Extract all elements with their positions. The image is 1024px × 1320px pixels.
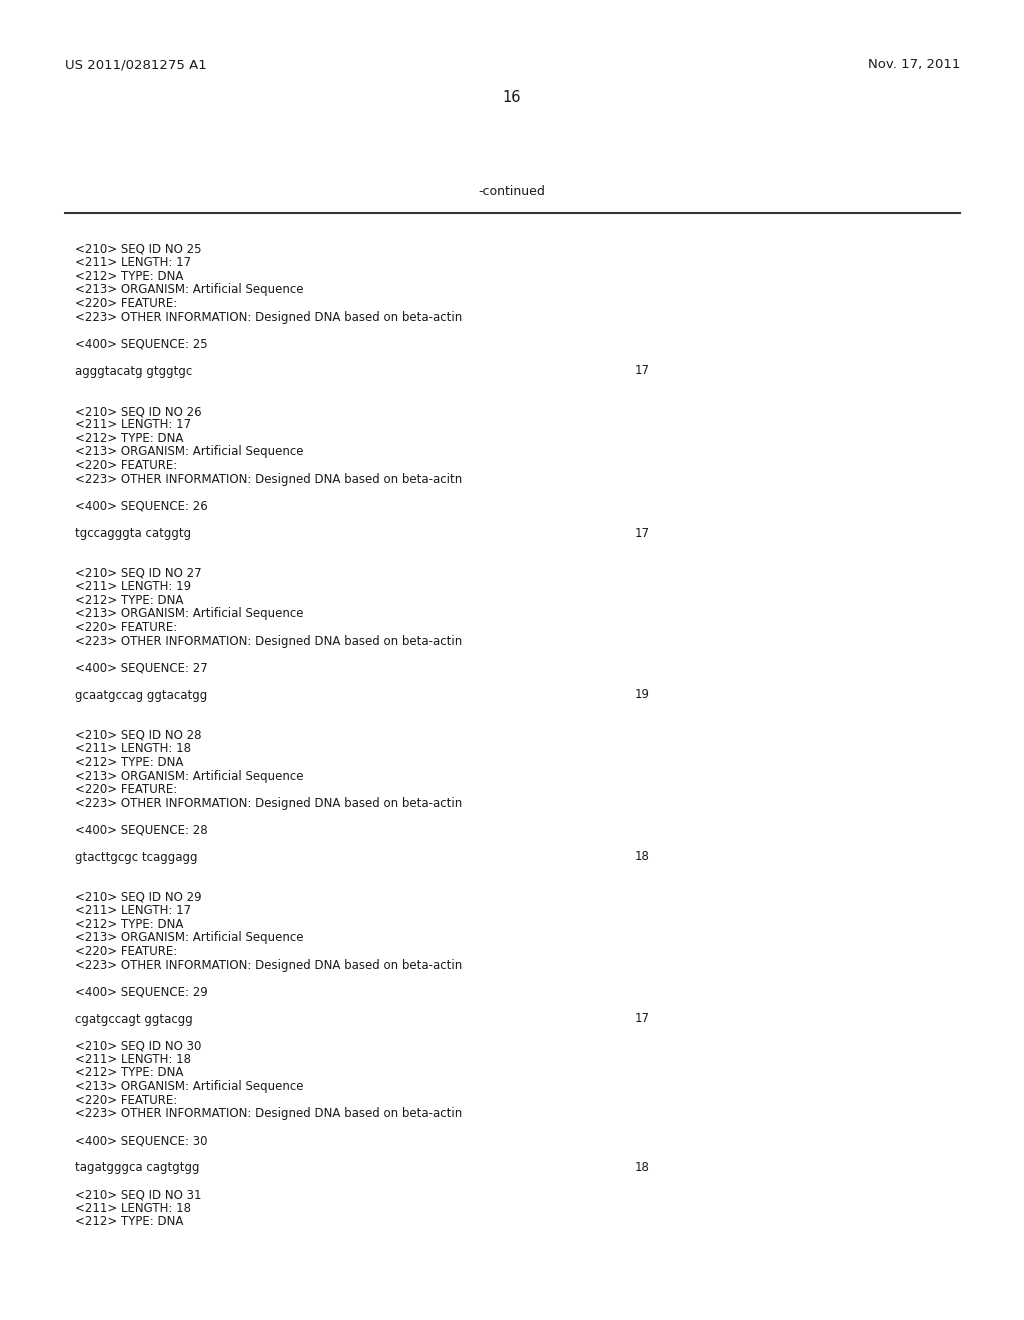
Text: 17: 17	[635, 527, 650, 540]
Text: <212> TYPE: DNA: <212> TYPE: DNA	[75, 1067, 183, 1080]
Text: gtacttgcgc tcaggagg: gtacttgcgc tcaggagg	[75, 850, 198, 863]
Text: <220> FEATURE:: <220> FEATURE:	[75, 459, 177, 473]
Text: <213> ORGANISM: Artificial Sequence: <213> ORGANISM: Artificial Sequence	[75, 607, 303, 620]
Text: agggtacatg gtggtgc: agggtacatg gtggtgc	[75, 364, 193, 378]
Text: <211> LENGTH: 18: <211> LENGTH: 18	[75, 1053, 191, 1067]
Text: 17: 17	[635, 1012, 650, 1026]
Text: <210> SEQ ID NO 27: <210> SEQ ID NO 27	[75, 568, 202, 579]
Text: US 2011/0281275 A1: US 2011/0281275 A1	[65, 58, 207, 71]
Text: <400> SEQUENCE: 26: <400> SEQUENCE: 26	[75, 499, 208, 512]
Text: <212> TYPE: DNA: <212> TYPE: DNA	[75, 271, 183, 282]
Text: <210> SEQ ID NO 26: <210> SEQ ID NO 26	[75, 405, 202, 418]
Text: <210> SEQ ID NO 29: <210> SEQ ID NO 29	[75, 891, 202, 904]
Text: <211> LENGTH: 18: <211> LENGTH: 18	[75, 1201, 191, 1214]
Text: <220> FEATURE:: <220> FEATURE:	[75, 620, 177, 634]
Text: <211> LENGTH: 19: <211> LENGTH: 19	[75, 581, 191, 594]
Text: <400> SEQUENCE: 30: <400> SEQUENCE: 30	[75, 1134, 208, 1147]
Text: <400> SEQUENCE: 25: <400> SEQUENCE: 25	[75, 338, 208, 351]
Text: -continued: -continued	[478, 185, 546, 198]
Text: <213> ORGANISM: Artificial Sequence: <213> ORGANISM: Artificial Sequence	[75, 932, 303, 945]
Text: <211> LENGTH: 17: <211> LENGTH: 17	[75, 256, 191, 269]
Text: <400> SEQUENCE: 29: <400> SEQUENCE: 29	[75, 986, 208, 998]
Text: 18: 18	[635, 850, 650, 863]
Text: <210> SEQ ID NO 30: <210> SEQ ID NO 30	[75, 1040, 202, 1052]
Text: <223> OTHER INFORMATION: Designed DNA based on beta-actin: <223> OTHER INFORMATION: Designed DNA ba…	[75, 796, 462, 809]
Text: <212> TYPE: DNA: <212> TYPE: DNA	[75, 432, 183, 445]
Text: <210> SEQ ID NO 25: <210> SEQ ID NO 25	[75, 243, 202, 256]
Text: <220> FEATURE:: <220> FEATURE:	[75, 945, 177, 958]
Text: tagatgggca cagtgtgg: tagatgggca cagtgtgg	[75, 1162, 200, 1173]
Text: <400> SEQUENCE: 27: <400> SEQUENCE: 27	[75, 661, 208, 675]
Text: <211> LENGTH: 18: <211> LENGTH: 18	[75, 742, 191, 755]
Text: tgccagggta catggtg: tgccagggta catggtg	[75, 527, 191, 540]
Text: <220> FEATURE:: <220> FEATURE:	[75, 1093, 177, 1106]
Text: 18: 18	[635, 1162, 650, 1173]
Text: 17: 17	[635, 364, 650, 378]
Text: <212> TYPE: DNA: <212> TYPE: DNA	[75, 1214, 183, 1228]
Text: <400> SEQUENCE: 28: <400> SEQUENCE: 28	[75, 824, 208, 837]
Text: <223> OTHER INFORMATION: Designed DNA based on beta-acitn: <223> OTHER INFORMATION: Designed DNA ba…	[75, 473, 462, 486]
Text: <211> LENGTH: 17: <211> LENGTH: 17	[75, 418, 191, 432]
Text: Nov. 17, 2011: Nov. 17, 2011	[867, 58, 961, 71]
Text: <223> OTHER INFORMATION: Designed DNA based on beta-actin: <223> OTHER INFORMATION: Designed DNA ba…	[75, 310, 462, 323]
Text: <220> FEATURE:: <220> FEATURE:	[75, 783, 177, 796]
Text: <223> OTHER INFORMATION: Designed DNA based on beta-actin: <223> OTHER INFORMATION: Designed DNA ba…	[75, 958, 462, 972]
Text: <212> TYPE: DNA: <212> TYPE: DNA	[75, 917, 183, 931]
Text: 19: 19	[635, 689, 650, 701]
Text: <223> OTHER INFORMATION: Designed DNA based on beta-actin: <223> OTHER INFORMATION: Designed DNA ba…	[75, 1107, 462, 1119]
Text: <210> SEQ ID NO 28: <210> SEQ ID NO 28	[75, 729, 202, 742]
Text: <220> FEATURE:: <220> FEATURE:	[75, 297, 177, 310]
Text: 16: 16	[503, 90, 521, 106]
Text: <211> LENGTH: 17: <211> LENGTH: 17	[75, 904, 191, 917]
Text: <213> ORGANISM: Artificial Sequence: <213> ORGANISM: Artificial Sequence	[75, 770, 303, 783]
Text: gcaatgccag ggtacatgg: gcaatgccag ggtacatgg	[75, 689, 207, 701]
Text: cgatgccagt ggtacgg: cgatgccagt ggtacgg	[75, 1012, 193, 1026]
Text: <213> ORGANISM: Artificial Sequence: <213> ORGANISM: Artificial Sequence	[75, 1080, 303, 1093]
Text: <212> TYPE: DNA: <212> TYPE: DNA	[75, 756, 183, 770]
Text: <223> OTHER INFORMATION: Designed DNA based on beta-actin: <223> OTHER INFORMATION: Designed DNA ba…	[75, 635, 462, 648]
Text: <212> TYPE: DNA: <212> TYPE: DNA	[75, 594, 183, 607]
Text: <213> ORGANISM: Artificial Sequence: <213> ORGANISM: Artificial Sequence	[75, 284, 303, 297]
Text: <213> ORGANISM: Artificial Sequence: <213> ORGANISM: Artificial Sequence	[75, 446, 303, 458]
Text: <210> SEQ ID NO 31: <210> SEQ ID NO 31	[75, 1188, 202, 1201]
